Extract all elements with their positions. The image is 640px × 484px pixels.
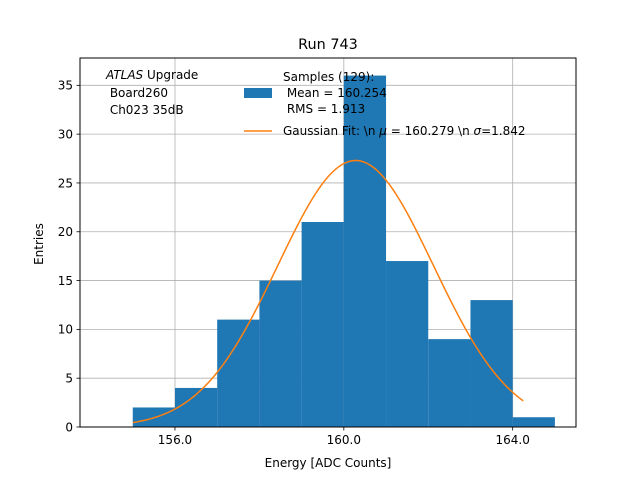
histogram-bar-7: [428, 339, 471, 427]
legend-histogram-swatch: [244, 88, 272, 98]
y-tick-label-7: 35: [58, 79, 73, 93]
legend-fit-mid: = 160.279 \n: [387, 124, 474, 138]
legend-samples: Samples (129):: [283, 70, 374, 84]
x-tick-label-2: 164.0: [496, 433, 530, 447]
chart-title: Run 743: [298, 37, 358, 53]
annotation-text: ATLAS Upgrade Board260 Ch023 35dB: [105, 68, 198, 117]
legend-fit-suffix: =1.842: [481, 124, 525, 138]
annotation-upgrade: Upgrade: [143, 68, 198, 82]
histogram-bar-2: [217, 319, 260, 427]
annotation-line-2: Board260: [106, 86, 168, 100]
legend: Samples (129): Mean = 160.254 RMS = 1.91…: [244, 70, 526, 138]
gaussian-fit-curve: [132, 159, 524, 424]
x-tick-label-0: 156.0: [158, 433, 192, 447]
legend-fit-prefix: Gaussian Fit: \n: [283, 124, 379, 138]
histogram-bars: [132, 75, 555, 428]
annotation-line-1: ATLAS Upgrade: [105, 68, 198, 82]
legend-rms: RMS = 1.913: [283, 102, 365, 116]
legend-fit-sigma-symbol: σ: [474, 124, 482, 138]
histogram-bar-5: [343, 75, 387, 428]
annotation-line-3: Ch023 35dB: [106, 103, 184, 117]
y-tick-label-0: 0: [65, 420, 73, 434]
histogram-bar-6: [386, 261, 429, 427]
histogram-bar-9: [512, 417, 555, 427]
annotation-atlas: ATLAS: [105, 68, 144, 82]
axes-frame: [79, 57, 577, 428]
y-tick-label-3: 15: [58, 274, 73, 288]
legend-mean: Mean = 160.254: [283, 86, 387, 100]
x-tick-label-1: 160.0: [327, 433, 361, 447]
y-tick-label-5: 25: [58, 176, 73, 190]
y-tick-label-4: 20: [58, 225, 73, 239]
gaussian-fit: [132, 159, 524, 424]
legend-fit-mu-symbol: μ: [378, 124, 387, 138]
y-axis-label: Entries: [32, 223, 46, 265]
histogram-bar-4: [301, 222, 344, 427]
legend-fit-label: Gaussian Fit: \n μ = 160.279 \n σ=1.842: [283, 124, 526, 138]
y-tick-label-6: 30: [58, 127, 73, 141]
y-tick-label-1: 5: [65, 371, 73, 385]
histogram-bar-8: [470, 300, 513, 427]
axis-ticks: 156.0 160.0 164.0 0 5 10 15 20 25 30 35: [58, 79, 530, 447]
x-axis-label: Energy [ADC Counts]: [265, 456, 392, 470]
y-tick-label-2: 10: [58, 323, 73, 337]
histogram-bar-3: [259, 280, 302, 427]
